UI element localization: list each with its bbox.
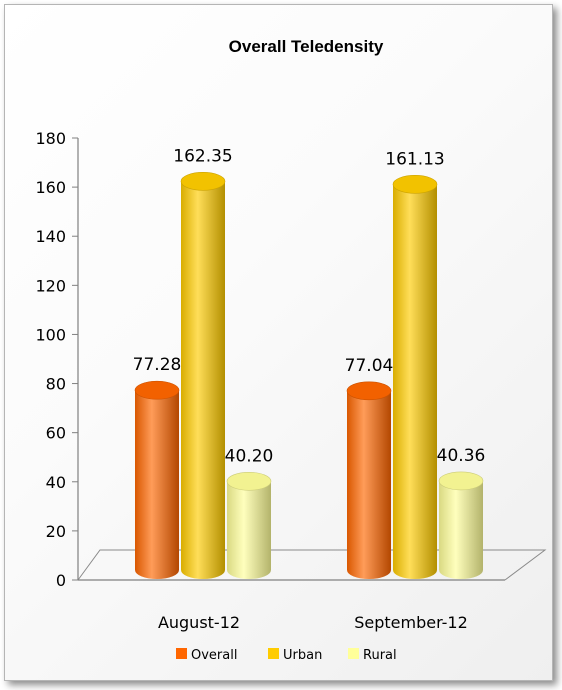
bar-rural xyxy=(226,471,272,579)
chart-title: Overall Teledensity xyxy=(229,37,384,56)
y-tick-label: 180 xyxy=(35,129,66,148)
legend-swatch xyxy=(348,648,359,659)
y-tick-label: 60 xyxy=(46,424,66,443)
data-label: 40.36 xyxy=(437,446,486,466)
y-tick-label: 100 xyxy=(35,325,66,344)
data-label: 162.35 xyxy=(173,146,232,166)
data-label: 77.28 xyxy=(133,355,182,375)
legend-swatch xyxy=(176,648,187,659)
y-tick-label: 20 xyxy=(46,522,66,541)
data-label: 40.20 xyxy=(225,446,274,466)
bar-overall xyxy=(346,381,392,579)
y-tick-label: 120 xyxy=(35,276,66,295)
y-tick-label: 140 xyxy=(35,227,66,246)
legend-label: Overall xyxy=(191,648,237,663)
bar-urban xyxy=(180,172,226,579)
bar-rural xyxy=(438,471,484,579)
data-label: 77.04 xyxy=(345,356,394,376)
legend-label: Urban xyxy=(283,648,322,663)
x-tick-label: September-12 xyxy=(354,613,468,632)
legend-item-overall: Overall xyxy=(176,648,237,663)
legend-item-urban: Urban xyxy=(268,648,322,663)
legend-item-rural: Rural xyxy=(348,648,397,663)
y-tick-label: 160 xyxy=(35,178,66,197)
x-tick-label: August-12 xyxy=(158,613,240,632)
bar-urban xyxy=(392,175,438,579)
data-label: 161.13 xyxy=(385,149,444,169)
y-tick-label: 80 xyxy=(46,375,66,394)
y-tick-label: 40 xyxy=(46,473,66,492)
chart-floor xyxy=(77,549,547,581)
y-tick-label: 0 xyxy=(56,571,66,590)
legend-swatch xyxy=(268,648,279,659)
legend-label: Rural xyxy=(363,648,397,663)
bar-overall xyxy=(134,380,180,579)
